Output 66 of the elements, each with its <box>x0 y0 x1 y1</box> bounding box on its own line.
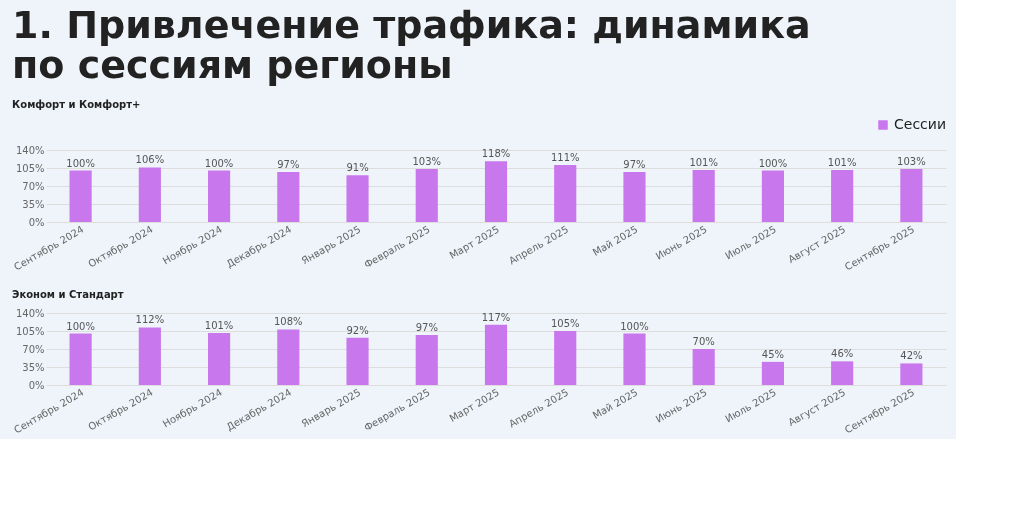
bar <box>692 170 715 222</box>
data-label: 100% <box>758 157 788 169</box>
data-label: 118% <box>481 148 511 160</box>
y-tick-label: 140% <box>15 144 45 156</box>
data-label: 103% <box>412 156 442 168</box>
data-label: 105% <box>550 318 580 329</box>
bar <box>138 167 161 222</box>
data-label: 101% <box>827 157 857 169</box>
bar <box>831 170 854 222</box>
data-label: 70% <box>692 336 715 347</box>
data-label: 106% <box>135 154 165 166</box>
bar <box>554 331 577 385</box>
bar <box>900 363 923 385</box>
bar <box>208 333 231 385</box>
bar <box>623 333 646 385</box>
bar <box>484 161 508 222</box>
y-tick-label: 140% <box>15 307 45 319</box>
data-label: 46% <box>831 348 854 360</box>
bar <box>346 175 369 222</box>
bar <box>831 361 854 385</box>
data-label: 108% <box>274 316 303 328</box>
data-label: 117% <box>481 311 511 323</box>
chart-title: Эконом и Стандарт <box>12 289 124 300</box>
bar <box>208 170 231 222</box>
data-label: 101% <box>204 320 234 332</box>
data-label: 100% <box>204 157 234 169</box>
bar <box>692 349 715 385</box>
y-tick-label: 105% <box>15 325 45 337</box>
bar <box>69 333 92 385</box>
bar <box>415 335 438 385</box>
data-label: 97% <box>277 159 300 171</box>
bar <box>277 329 300 385</box>
y-tick-label: 0% <box>28 379 45 391</box>
bar <box>761 170 784 222</box>
data-label: 100% <box>66 320 95 332</box>
data-label: 92% <box>346 324 369 336</box>
bar <box>415 169 438 222</box>
y-tick-label: 35% <box>22 361 45 373</box>
data-label: 103% <box>897 156 926 168</box>
legend-label: Сессии <box>894 116 946 132</box>
data-label: 101% <box>689 157 718 169</box>
chart-title: 1. Привлечение трафика: динамика по сессиям регионы <box>12 3 811 87</box>
data-label: 111% <box>550 151 580 163</box>
y-tick-label: 70% <box>22 180 45 192</box>
bar <box>554 164 577 222</box>
y-tick-label: 105% <box>15 162 45 174</box>
data-label: 112% <box>135 314 165 326</box>
bar <box>623 172 646 222</box>
bar <box>484 324 508 385</box>
bar <box>900 169 923 222</box>
data-label: 91% <box>346 162 369 174</box>
data-label: 97% <box>623 159 646 171</box>
data-label: 100% <box>66 157 95 169</box>
data-label: 42% <box>900 350 923 362</box>
data-label: 100% <box>620 320 649 332</box>
bar <box>277 172 300 222</box>
bar <box>69 170 92 222</box>
y-tick-label: 70% <box>22 343 45 355</box>
chart-subtitle: Комфорт и Комфорт+ <box>12 99 141 110</box>
bar <box>346 337 369 385</box>
data-label: 45% <box>761 348 785 360</box>
data-label: 97% <box>415 322 438 334</box>
y-tick-label: 0% <box>28 216 45 228</box>
bar <box>761 361 784 385</box>
bar <box>138 327 161 385</box>
y-tick-label: 35% <box>22 198 45 210</box>
